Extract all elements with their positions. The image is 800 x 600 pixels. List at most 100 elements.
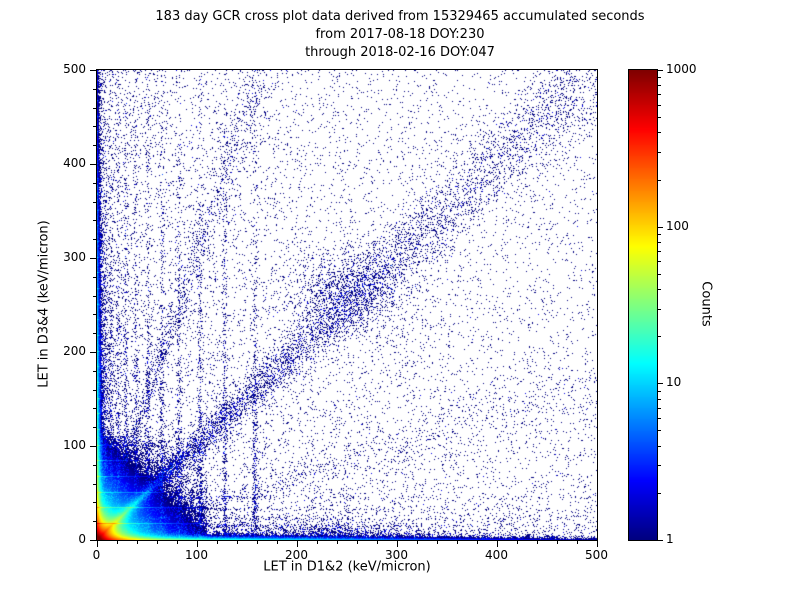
x-tick-label: 100 xyxy=(185,548,208,562)
colorbar xyxy=(628,69,658,541)
x-minor-tick xyxy=(116,541,118,544)
colorbar-minor-tick xyxy=(658,418,661,420)
y-minor-tick xyxy=(93,220,96,222)
colorbar-minor-tick xyxy=(658,336,661,338)
x-tick-label: 0 xyxy=(92,548,101,562)
colorbar-major-tick xyxy=(658,70,663,71)
y-minor-tick xyxy=(93,427,96,429)
colorbar-tick-label: 10 xyxy=(666,375,682,390)
y-minor-tick xyxy=(93,295,96,297)
x-major-tick xyxy=(596,541,598,547)
y-major-tick xyxy=(90,258,96,259)
x-tick-label: 200 xyxy=(285,548,308,562)
colorbar-minor-tick xyxy=(658,261,661,263)
y-tick-label: 100 xyxy=(63,438,86,452)
x-major-tick xyxy=(196,541,198,547)
x-major-tick xyxy=(496,541,498,547)
y-minor-tick xyxy=(93,370,96,372)
x-tick-label: 400 xyxy=(485,548,508,562)
x-minor-tick xyxy=(136,541,138,544)
colorbar-minor-tick xyxy=(658,94,661,96)
x-minor-tick xyxy=(316,541,318,544)
colorbar-minor-tick xyxy=(658,151,661,153)
y-tick-label: 0 xyxy=(78,532,86,546)
x-minor-tick xyxy=(536,541,538,544)
colorbar-tick-label: 100 xyxy=(666,218,689,233)
x-minor-tick xyxy=(576,541,578,544)
colorbar-minor-tick xyxy=(658,407,661,409)
x-tick-label: 300 xyxy=(385,548,408,562)
x-minor-tick xyxy=(236,541,238,544)
x-major-tick xyxy=(96,541,98,547)
y-minor-tick xyxy=(93,464,96,466)
x-minor-tick xyxy=(176,541,178,544)
colorbar-minor-tick xyxy=(658,179,661,181)
x-minor-tick xyxy=(456,541,458,544)
x-minor-tick xyxy=(416,541,418,544)
colorbar-minor-tick xyxy=(658,241,661,243)
y-minor-tick xyxy=(93,126,96,128)
y-major-tick xyxy=(90,352,96,353)
x-minor-tick xyxy=(336,541,338,544)
colorbar-minor-tick xyxy=(658,132,661,134)
colorbar-minor-tick xyxy=(658,250,661,252)
colorbar-minor-tick xyxy=(658,77,661,79)
colorbar-major-tick xyxy=(658,540,663,541)
colorbar-major-tick xyxy=(658,226,663,228)
y-tick-label: 400 xyxy=(63,156,86,170)
y-minor-tick xyxy=(93,145,96,147)
chart-title-line1: 183 day GCR cross plot data derived from… xyxy=(155,9,645,24)
y-tick-label: 200 xyxy=(63,344,86,358)
y-tick-label: 500 xyxy=(63,62,86,76)
colorbar-minor-tick xyxy=(658,390,661,392)
plot-frame xyxy=(96,69,598,541)
colorbar-minor-tick xyxy=(658,445,661,447)
x-tick-label: 500 xyxy=(585,548,608,562)
x-minor-tick xyxy=(216,541,218,544)
y-minor-tick xyxy=(93,276,96,278)
y-minor-tick xyxy=(93,408,96,410)
colorbar-minor-tick xyxy=(658,233,661,235)
colorbar-minor-tick xyxy=(658,117,661,119)
y-major-tick xyxy=(90,446,96,447)
x-minor-tick xyxy=(276,541,278,544)
colorbar-major-tick xyxy=(658,383,663,385)
y-minor-tick xyxy=(93,389,96,391)
y-major-tick xyxy=(90,70,96,71)
colorbar-minor-tick xyxy=(658,85,661,87)
colorbar-minor-tick xyxy=(658,104,661,106)
y-minor-tick xyxy=(93,521,96,523)
colorbar-minor-tick xyxy=(658,308,661,310)
x-minor-tick xyxy=(256,541,258,544)
colorbar-tick-label: 1 xyxy=(666,532,674,546)
y-tick-label: 300 xyxy=(63,250,86,264)
y-minor-tick xyxy=(93,333,96,335)
colorbar-minor-tick xyxy=(658,398,661,400)
x-minor-tick xyxy=(516,541,518,544)
y-major-tick xyxy=(90,540,96,541)
y-minor-tick xyxy=(93,502,96,504)
y-major-tick xyxy=(90,164,96,165)
chart-title-line2: from 2017-08-18 DOY:230 xyxy=(315,27,485,42)
colorbar-tick-label: 1000 xyxy=(666,62,697,76)
colorbar-minor-tick xyxy=(658,273,661,275)
y-axis-label: LET in D3&4 (keV/micron) xyxy=(36,220,52,388)
y-minor-tick xyxy=(93,483,96,485)
x-major-tick xyxy=(396,541,398,547)
colorbar-label: Counts xyxy=(698,281,714,327)
y-minor-tick xyxy=(93,201,96,203)
x-minor-tick xyxy=(436,541,438,544)
colorbar-minor-tick xyxy=(658,465,661,467)
y-minor-tick xyxy=(93,88,96,90)
x-axis-label: LET in D1&2 (keV/micron) xyxy=(263,559,431,575)
colorbar-minor-tick xyxy=(658,430,661,432)
y-minor-tick xyxy=(93,107,96,109)
chart-title-line3: through 2018-02-16 DOY:047 xyxy=(305,45,495,60)
colorbar-minor-tick xyxy=(658,492,661,494)
scatter-heatmap-canvas xyxy=(97,70,597,540)
x-minor-tick xyxy=(356,541,358,544)
x-minor-tick xyxy=(156,541,158,544)
x-minor-tick xyxy=(376,541,378,544)
y-minor-tick xyxy=(93,182,96,184)
